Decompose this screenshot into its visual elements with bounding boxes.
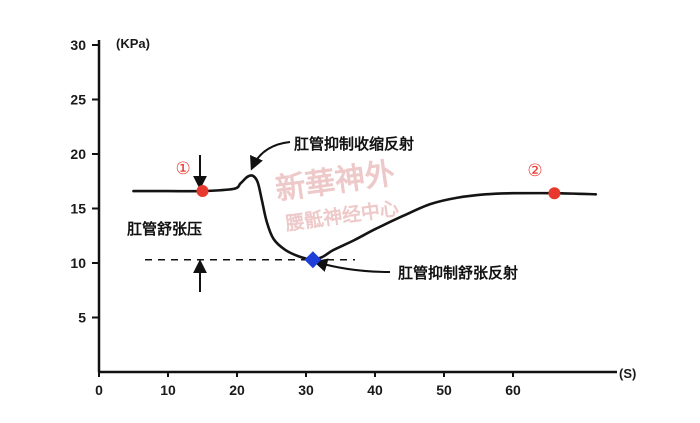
annotation-contraction-reflex: 肛管抑制收缩反射 [294, 135, 414, 153]
annotation-relaxation-reflex: 肛管抑制舒张反射 [398, 264, 518, 282]
y-ticks: 5 10 15 20 25 30 [70, 37, 99, 326]
contraction-callout-arrow [250, 141, 291, 171]
y-axis-unit: (KPa) [116, 36, 150, 51]
minimum-point-marker [304, 251, 322, 269]
y-tick-label: 30 [70, 37, 86, 53]
y-tick-label: 25 [70, 92, 86, 108]
y-tick-label: 20 [70, 146, 86, 162]
marker-label: ① [176, 159, 191, 179]
marker-label: ② [527, 161, 542, 181]
x-axis-unit: (S) [619, 366, 636, 381]
marker-point [548, 187, 561, 200]
x-tick-label: 10 [160, 382, 176, 398]
x-ticks: 0 10 20 30 40 50 60 [95, 372, 521, 398]
x-tick-label: 40 [367, 382, 383, 398]
x-tick-label: 50 [436, 382, 452, 398]
y-tick-label: 10 [70, 255, 86, 271]
y-tick-label: 5 [78, 310, 86, 326]
x-tick-label: 20 [229, 382, 245, 398]
x-tick-label: 60 [505, 382, 521, 398]
relaxation-callout-arrow [313, 258, 391, 273]
y-tick-label: 15 [70, 201, 86, 217]
series-line [132, 174, 598, 261]
x-tick-label: 30 [298, 382, 314, 398]
x-tick-label: 0 [95, 382, 103, 398]
annotation-relaxation-pressure: 肛管舒张压 [127, 220, 202, 238]
marker-point [196, 185, 209, 198]
